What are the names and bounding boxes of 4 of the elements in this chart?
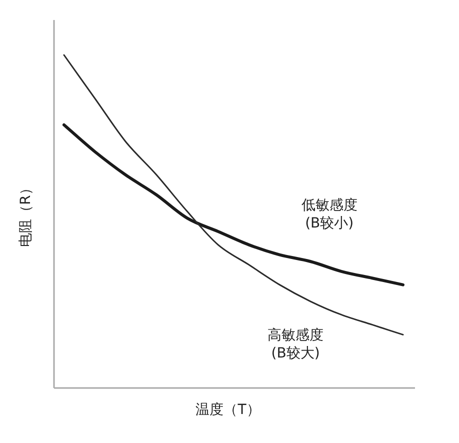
x-axis-title: 温度（T） <box>196 402 260 418</box>
series-label: 低敏感度 (B较小) <box>301 197 358 232</box>
series-label: 高敏感度 (B较大) <box>268 327 324 362</box>
y-axis-title: 电阻（R） <box>18 181 34 247</box>
